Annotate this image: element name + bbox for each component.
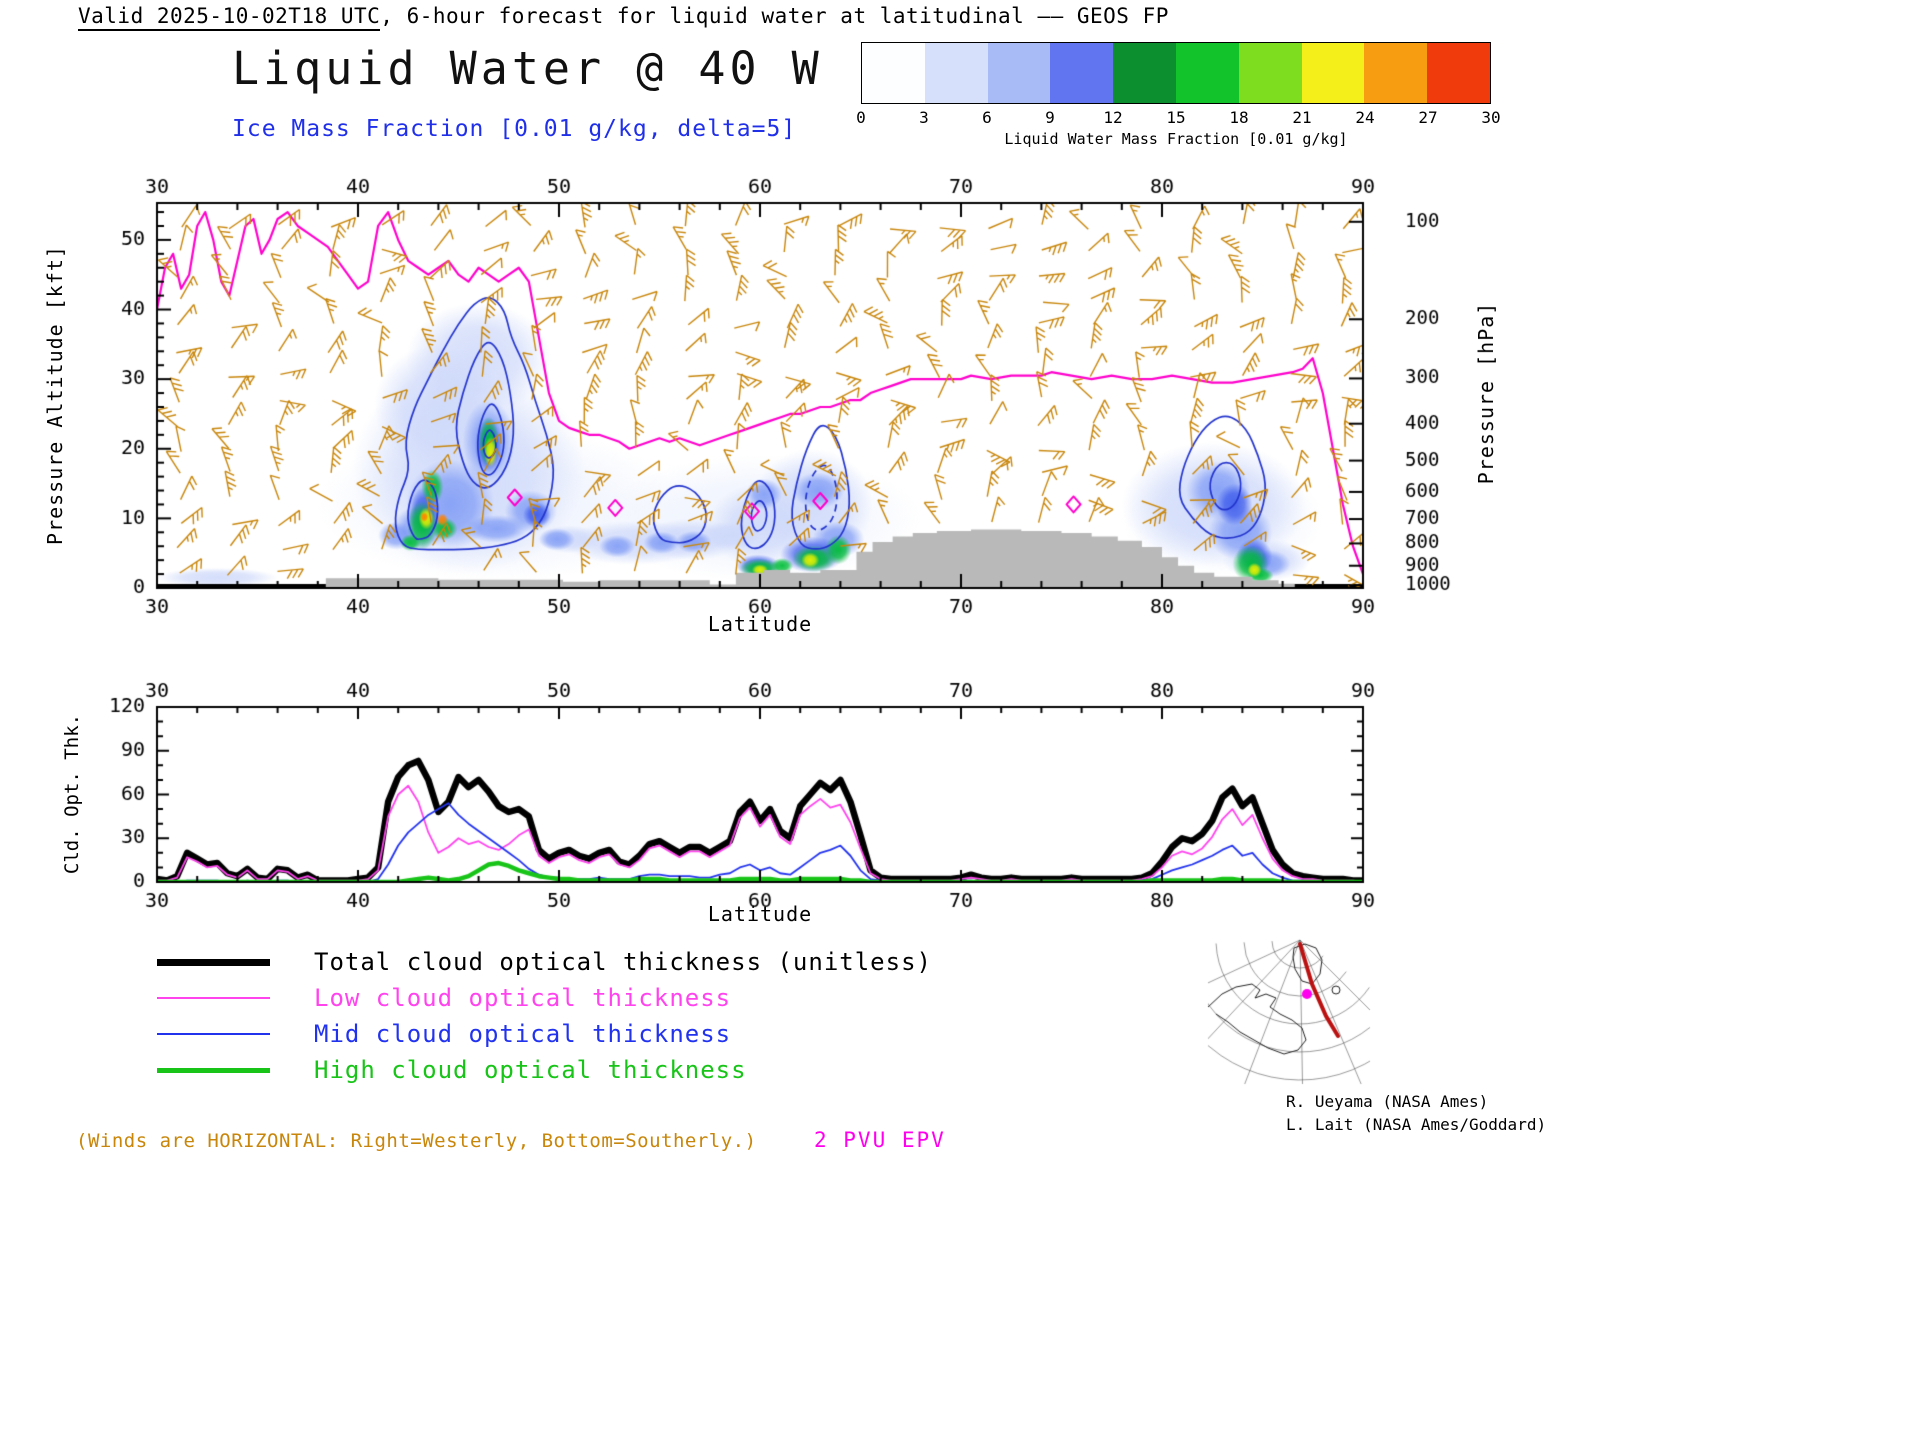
y-axis-label-pressure-altitude: Pressure Altitude [kft] bbox=[43, 245, 67, 545]
colorbar-tick: 6 bbox=[982, 108, 992, 127]
valid-time: Valid 2025-10-02T18 UTC bbox=[78, 4, 381, 31]
colorbar-segment bbox=[1427, 43, 1490, 103]
colorbar: 0 3 6 9 12 15 18 21 24 27 30 Liquid Water Mass Fra… bbox=[856, 42, 1501, 148]
colorbar-segment bbox=[1113, 43, 1176, 103]
credits: R. Ueyama (NASA Ames) L. Lait (NASA Ames… bbox=[1286, 1090, 1546, 1136]
y-axis-label-pressure-hpa: Pressure [hPa] bbox=[1474, 301, 1498, 485]
colorbar-ticks: 0 3 6 9 12 15 18 21 24 27 30 bbox=[856, 108, 1500, 128]
legend-label-high: Low cloud optical thickness bbox=[314, 984, 732, 1012]
colorbar-tick: 21 bbox=[1292, 108, 1312, 127]
ice-mass-fraction-subtitle: Ice Mass Fraction [0.01 g/kg, delta=5] bbox=[232, 116, 797, 142]
credit-line-1: R. Ueyama (NASA Ames) bbox=[1286, 1092, 1489, 1111]
y-axis-label-cloud-optical-thickness: Cld. Opt. Thk. bbox=[61, 713, 83, 875]
colorbar-tick: 3 bbox=[919, 108, 929, 127]
epv-footnote: 2 PVU EPV bbox=[814, 1128, 946, 1152]
colorbar-tick: 12 bbox=[1103, 108, 1123, 127]
colorbar-label: Liquid Water Mass Fraction [0.01 g/kg] bbox=[1004, 130, 1348, 148]
legend-line-total bbox=[157, 958, 270, 966]
header-rest: , 6-hour forecast for liquid water at la… bbox=[380, 4, 1169, 28]
legend-label-low: High cloud optical thickness bbox=[314, 1056, 747, 1084]
legend-line-high bbox=[157, 997, 270, 999]
legend-line-low bbox=[157, 1067, 270, 1073]
legend-label-total: Total cloud optical thickness (unitless) bbox=[314, 948, 932, 976]
colorbar-tick: 30 bbox=[1481, 108, 1501, 127]
legend-item-mid: Mid cloud optical thickness bbox=[157, 1016, 932, 1052]
colorbar-tick: 18 bbox=[1229, 108, 1249, 127]
colorbar-segment bbox=[1364, 43, 1428, 103]
x-axis-label-latitude-lower: Latitude bbox=[707, 902, 813, 926]
legend-item-high: Low cloud optical thickness bbox=[157, 980, 932, 1016]
legend-line-mid bbox=[157, 1033, 270, 1035]
colorbar-tick: 27 bbox=[1418, 108, 1438, 127]
colorbar-tick: 9 bbox=[1045, 108, 1055, 127]
legend: Total cloud optical thickness (unitless)… bbox=[157, 944, 932, 1088]
colorbar-segment bbox=[1050, 43, 1114, 103]
legend-item-total: Total cloud optical thickness (unitless) bbox=[157, 944, 932, 980]
colorbar-tick: 15 bbox=[1166, 108, 1186, 127]
x-axis-label-latitude-main: Latitude bbox=[707, 612, 813, 636]
page-title: Liquid Water @ 40 W bbox=[232, 42, 823, 95]
colorbar-tick: 0 bbox=[856, 108, 866, 127]
legend-item-low: High cloud optical thickness bbox=[157, 1052, 932, 1088]
credit-line-2: L. Lait (NASA Ames/Goddard) bbox=[1286, 1115, 1547, 1134]
winds-footnote: (Winds are HORIZONTAL: Right=Westerly, B… bbox=[76, 1130, 757, 1152]
colorbar-gradient bbox=[861, 42, 1491, 104]
colorbar-segment bbox=[1301, 43, 1365, 103]
header-line: Valid 2025-10-02T18 UTC, 6-hour forecast… bbox=[78, 4, 1169, 31]
colorbar-segment bbox=[1238, 43, 1302, 103]
colorbar-segment bbox=[1175, 43, 1239, 103]
colorbar-tick: 24 bbox=[1355, 108, 1375, 127]
colorbar-segment bbox=[862, 43, 925, 103]
colorbar-segment bbox=[924, 43, 988, 103]
colorbar-segment bbox=[987, 43, 1051, 103]
legend-label-mid: Mid cloud optical thickness bbox=[314, 1020, 732, 1048]
